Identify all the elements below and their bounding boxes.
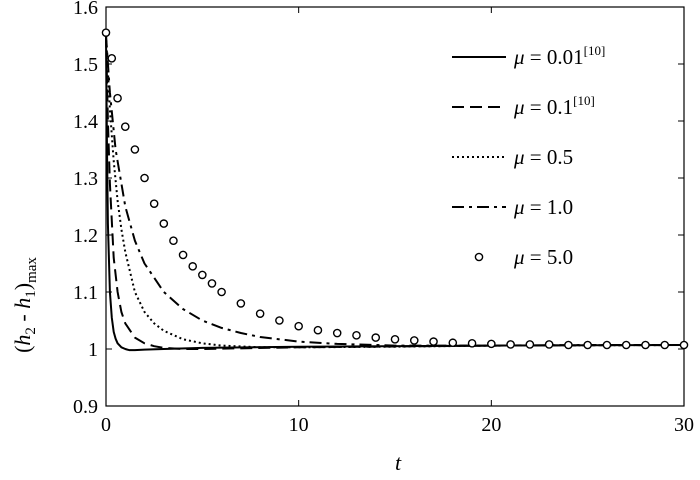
y-tick-label: 1.4 [73,111,98,133]
data-point [294,321,303,331]
data-point [130,145,140,154]
legend-entry: μ = 0.01[10] [452,43,605,69]
x-tick-label: 10 [289,414,309,436]
series-layer [101,28,689,352]
data-point [564,340,573,350]
legend-label: μ = 0.01[10] [513,43,605,69]
data-point [409,336,419,345]
data-point [120,122,130,131]
plot-area [105,6,685,407]
series-2 [105,35,685,350]
y-tick-label: 1 [88,339,98,361]
y-tick-label: 0.9 [73,396,98,418]
x-tick-label: 0 [101,414,111,436]
series-5 [101,28,689,350]
data-point [159,219,169,228]
legend-label: μ = 0.5 [513,145,573,169]
data-point [332,328,342,338]
legend-entry: μ = 0.1[10] [452,93,595,119]
legend: μ = 0.01[10] μ = 0.1[10] μ = 0.5 μ = 1.0 μ =… [452,43,605,269]
legend-entry: μ = 1.0 [452,195,573,219]
data-point [487,339,496,349]
data-point [113,93,122,103]
data-point [188,262,197,271]
data-point [101,28,111,37]
y-label-h2: h [10,335,35,346]
y-label-minus: - [10,309,35,327]
data-point [275,316,284,325]
data-point [621,340,631,350]
y-label-h2-sub: 2 [23,327,39,335]
y-tick-label: 1.5 [73,54,98,76]
data-point [140,173,149,183]
data-point [583,340,592,350]
series-4 [105,35,684,347]
data-point [448,338,458,348]
y-tick-label: 1.2 [73,225,98,247]
data-point [255,309,265,318]
data-point [525,340,535,349]
data-point [198,270,207,280]
series-1 [105,35,685,352]
data-point [169,236,178,245]
series-line [105,35,685,349]
data-point [352,331,361,340]
legend-label: μ = 1.0 [513,195,573,219]
y-tick-label: 1.3 [73,168,98,190]
series-line [105,35,685,350]
data-point [390,335,400,344]
x-tick-label: 30 [674,414,694,436]
legend-entry: μ = 0.5 [452,145,573,169]
y-label-max-sub: max [24,257,40,283]
x-axis-label: t [395,450,402,475]
legend-label: μ = 5.0 [513,245,573,269]
data-point [544,340,554,349]
data-point [178,250,188,260]
data-point [467,338,477,348]
series-line [105,35,684,347]
y-label-close: ) [10,283,35,290]
legend-marker [474,252,484,262]
data-point [207,279,217,288]
data-point [429,337,438,346]
x-tick-label: 20 [481,414,501,436]
y-label-h1-sub: 1 [23,290,39,298]
data-point [217,287,226,297]
data-point [679,340,689,350]
data-point [107,54,117,63]
y-tick-label: 1.6 [73,0,98,19]
legend-label: μ = 0.1[10] [513,93,595,119]
data-point [641,340,650,350]
data-point [313,325,323,335]
y-label-open: ( [10,346,35,353]
plot-frame [105,6,685,407]
y-axis-label: (h2 - h1)max [10,257,40,353]
data-point [371,333,381,342]
series-line [105,35,685,352]
axis-layer: 0 10 20 30 0.9 1 1.1 1.2 1.3 1.4 1.5 1.6 [73,0,694,436]
y-label-h1: h [10,298,35,309]
y-tick-label: 1.1 [73,282,98,304]
data-point [149,199,159,208]
data-point [660,340,670,350]
data-point [506,340,515,349]
data-point [602,340,612,350]
data-point [236,299,246,308]
series-3 [105,35,685,349]
legend-entry: μ = 5.0 [474,245,573,269]
